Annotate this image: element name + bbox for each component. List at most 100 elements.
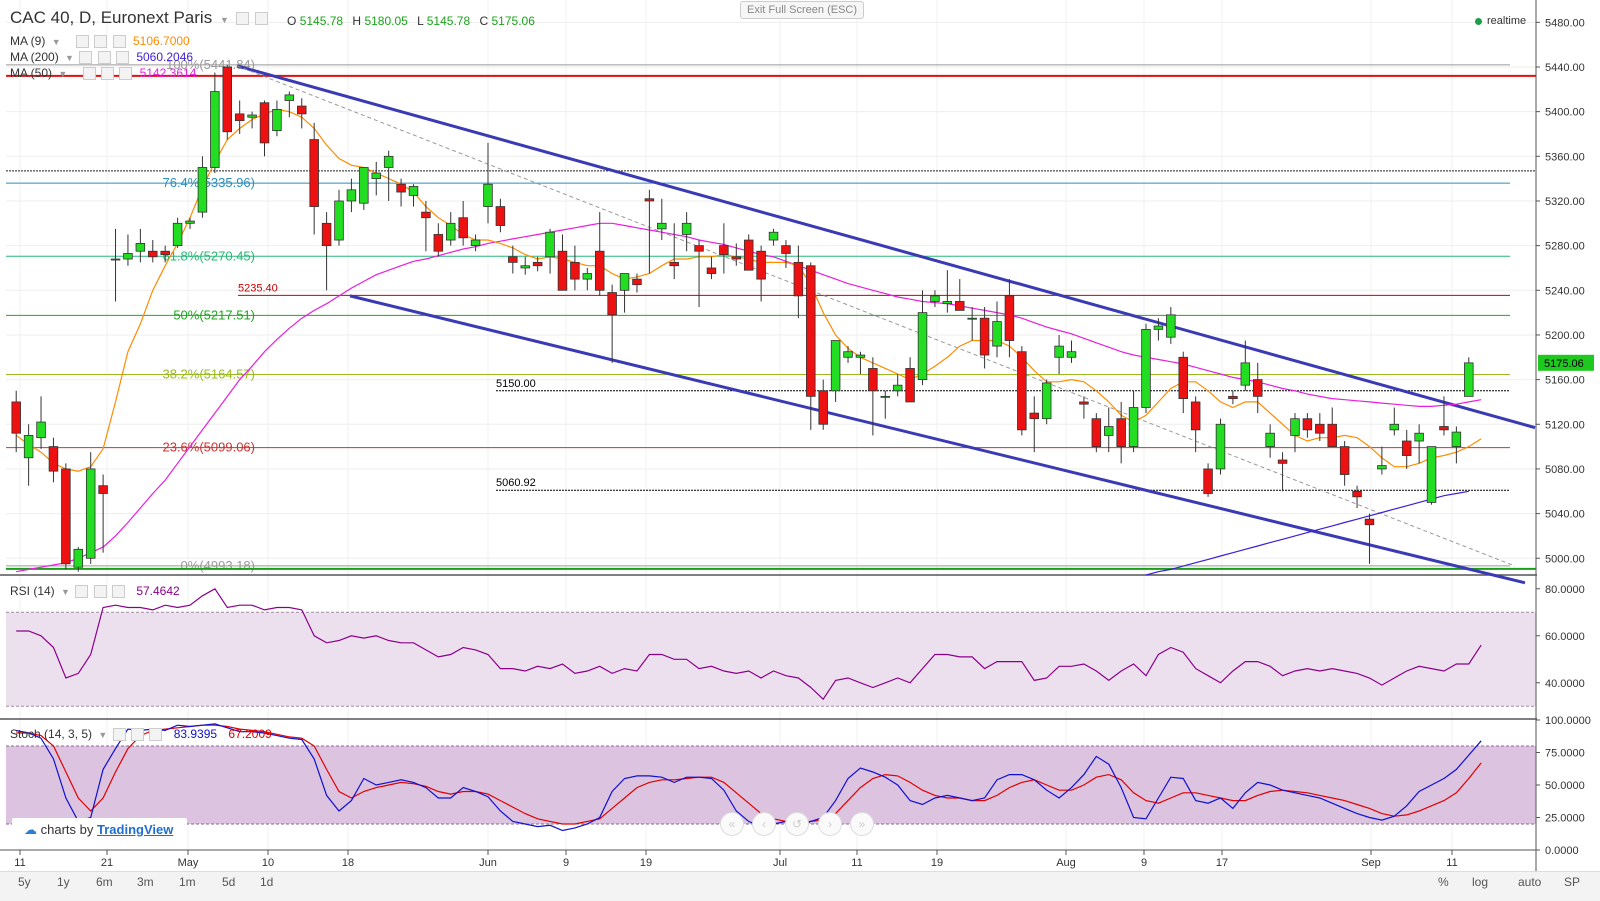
level-label: 5235.40 [238, 282, 278, 294]
candle-body [644, 198, 655, 202]
candle-body [917, 312, 928, 381]
settings-icon[interactable] [131, 728, 144, 742]
candle-body [1228, 395, 1238, 399]
ma50-legend[interactable]: MA (50) ▼ 5142.3614 [10, 66, 197, 81]
ma9-legend[interactable]: MA (9) ▼ 5106.7000 [10, 34, 190, 49]
time-tick-label: 11 [851, 857, 862, 869]
ma200-value: 5060.2046 [136, 50, 194, 64]
candle-body [594, 250, 605, 291]
range-1y-button[interactable]: 1y [57, 875, 70, 889]
price-tick-label: 5400.00 [1545, 107, 1585, 119]
close-icon[interactable] [115, 51, 129, 65]
range-1m-button[interactable]: 1m [179, 875, 196, 889]
candle-body [1128, 407, 1139, 448]
chevron-down-icon[interactable]: ▼ [65, 53, 74, 63]
chevron-down-icon[interactable]: ▼ [61, 587, 70, 597]
eye-icon[interactable] [75, 585, 89, 599]
chevron-down-icon[interactable]: ▼ [58, 69, 68, 79]
candle-body [458, 217, 468, 239]
candle-body [806, 265, 816, 397]
stoch-tick-label: 50.0000 [1545, 780, 1585, 792]
candle-body [657, 222, 667, 230]
time-tick-label: 11 [14, 857, 25, 869]
eye-icon[interactable] [75, 35, 89, 49]
candle-body [1190, 401, 1201, 431]
settings-icon[interactable] [100, 67, 114, 81]
scroll-right-icon[interactable]: » [850, 812, 874, 836]
rsi-legend[interactable]: RSI (14) ▼ 57.4642 [10, 584, 180, 599]
exit-fullscreen-button[interactable]: Exit Full Screen (ESC) [740, 1, 864, 19]
low-label: L [417, 14, 424, 28]
candle-body [23, 435, 34, 459]
settings-icon[interactable] [97, 51, 111, 65]
level-label: 5150.00 [496, 378, 536, 390]
candle-body [359, 167, 369, 204]
eye-icon[interactable] [79, 51, 93, 65]
time-tick-label: Sep [1361, 857, 1381, 869]
ma9-label: MA (9) [10, 34, 46, 48]
ma50-value: 5142.3614 [139, 66, 197, 80]
stoch-legend[interactable]: Stoch (14, 3, 5) ▼ 83.9395 67.2009 [10, 727, 272, 742]
price-tick-label: 5440.00 [1545, 62, 1585, 74]
close-icon[interactable] [111, 585, 125, 599]
candle-body [743, 239, 754, 271]
chevron-down-icon[interactable]: ▼ [219, 15, 229, 25]
reset-icon[interactable]: ↺ [785, 812, 809, 836]
candle-body [483, 183, 493, 207]
rsi-label: RSI (14) [10, 584, 55, 598]
status-dot-icon [1475, 17, 1482, 25]
candle-body [694, 245, 704, 252]
settings-icon[interactable] [94, 35, 108, 49]
candle-body [396, 183, 406, 193]
close-icon[interactable] [119, 67, 133, 81]
candle-body [148, 250, 158, 258]
candle-body [793, 261, 804, 297]
sp-scale-button[interactable]: SP [1564, 875, 1581, 889]
realtime-indicator: realtime [1475, 15, 1526, 27]
settings-icon[interactable] [235, 12, 249, 26]
close-icon[interactable] [112, 35, 126, 49]
candle-body [781, 245, 791, 254]
candle-body [955, 301, 965, 311]
range-5d-button[interactable]: 5d [222, 875, 236, 889]
chevron-down-icon[interactable]: ▼ [51, 37, 61, 47]
candle-body [135, 242, 146, 252]
range-1d-button[interactable]: 1d [260, 875, 274, 889]
ma200-legend[interactable]: MA (200) ▼ 5060.2046 [10, 50, 194, 65]
time-tick-label: 17 [1216, 857, 1228, 869]
eye-icon[interactable] [82, 67, 96, 81]
step-right-icon[interactable]: › [818, 812, 842, 836]
rsi-line [16, 588, 1482, 701]
candle-body [1141, 328, 1151, 408]
branding-link[interactable]: TradingView [97, 822, 174, 837]
candle-body [508, 256, 518, 263]
fib-label: 50%(5217.51) [173, 307, 255, 322]
candle-body [185, 220, 195, 224]
candle-body [222, 66, 233, 133]
range-5y-button[interactable]: 5y [18, 875, 31, 889]
log-scale-button[interactable]: log [1472, 875, 1489, 889]
candle-body [1339, 446, 1350, 475]
time-tick-label: 11 [1446, 857, 1457, 869]
percent-scale-button[interactable]: % [1438, 875, 1449, 889]
step-left-icon[interactable]: ‹ [752, 812, 776, 836]
candle-body [1451, 431, 1462, 448]
candle-body [880, 395, 891, 398]
range-6m-button[interactable]: 6m [96, 875, 113, 889]
eye-icon[interactable] [112, 728, 126, 742]
settings-icon[interactable] [93, 585, 107, 599]
range-3m-button[interactable]: 3m [137, 875, 154, 889]
realtime-label: realtime [1487, 15, 1527, 27]
candle-body [681, 222, 692, 235]
tradingview-branding[interactable]: ☁ charts by TradingView [12, 818, 188, 848]
symbol-title: CAC 40, D, Euronext Paris ▼ [10, 8, 269, 28]
scroll-left-icon[interactable]: « [720, 812, 744, 836]
close-value: 5175.06 [491, 14, 535, 28]
chevron-down-icon[interactable]: ▼ [98, 730, 108, 740]
close-icon[interactable] [255, 12, 269, 26]
fib-label: 76.4%(5335.96) [162, 175, 255, 190]
auto-scale-button[interactable]: auto [1518, 875, 1542, 889]
close-icon[interactable] [149, 728, 163, 742]
